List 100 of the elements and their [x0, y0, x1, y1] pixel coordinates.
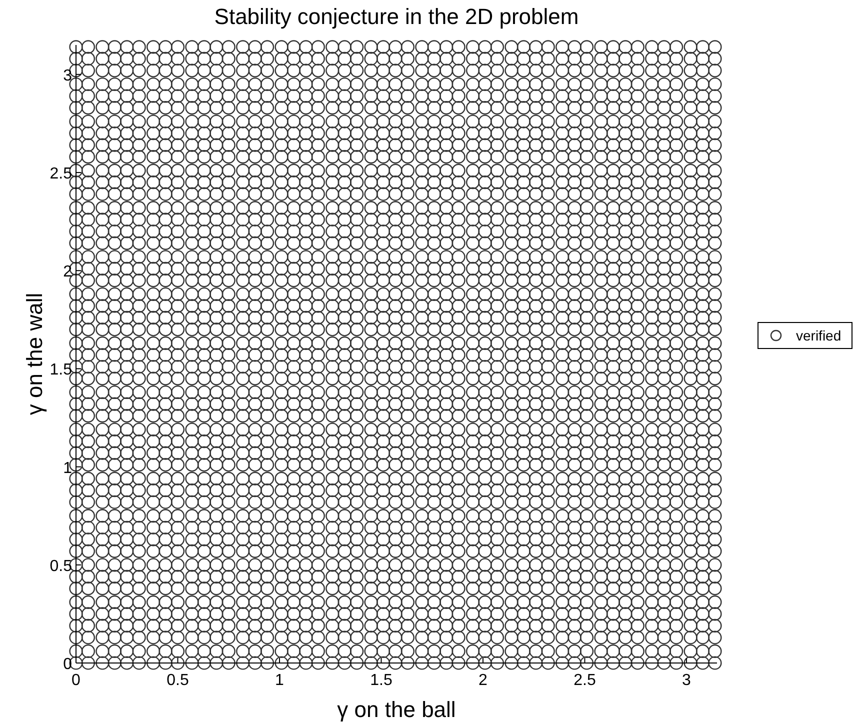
point	[311, 52, 325, 66]
point	[185, 64, 199, 78]
point	[657, 52, 671, 66]
point	[529, 274, 543, 288]
point	[568, 52, 582, 66]
point	[222, 595, 236, 609]
point	[260, 385, 274, 400]
point	[260, 287, 274, 301]
point	[580, 77, 594, 92]
point	[158, 446, 172, 460]
point	[541, 472, 555, 486]
point	[684, 224, 698, 238]
point	[338, 484, 352, 498]
point	[516, 409, 530, 423]
point	[170, 558, 185, 572]
point	[364, 52, 378, 66]
point	[529, 520, 543, 534]
point	[400, 656, 414, 670]
point	[222, 532, 236, 546]
point	[657, 201, 671, 215]
point	[670, 372, 684, 386]
point	[236, 595, 250, 609]
point	[274, 595, 288, 609]
point	[606, 570, 620, 584]
point	[684, 644, 698, 658]
point	[210, 618, 224, 633]
point	[158, 236, 172, 250]
point	[466, 570, 480, 584]
point	[388, 164, 402, 178]
point	[222, 472, 236, 486]
point	[529, 595, 543, 609]
point	[185, 40, 199, 54]
point	[504, 236, 518, 250]
point	[478, 458, 492, 472]
point	[132, 187, 146, 201]
point	[146, 201, 160, 215]
point	[210, 397, 224, 411]
point	[364, 434, 378, 448]
point	[81, 262, 96, 276]
point	[696, 630, 710, 644]
point	[158, 77, 172, 92]
point	[696, 582, 710, 596]
point	[185, 484, 199, 498]
point	[556, 64, 570, 78]
point	[146, 372, 160, 386]
point	[556, 446, 570, 460]
point	[274, 224, 288, 238]
point	[350, 212, 364, 226]
point	[120, 509, 134, 523]
point	[630, 187, 644, 201]
point	[185, 126, 199, 140]
point	[556, 77, 570, 92]
point	[338, 409, 352, 423]
point	[466, 176, 480, 190]
point	[478, 409, 492, 423]
point	[516, 544, 530, 558]
point	[684, 570, 698, 584]
point	[132, 360, 146, 374]
point	[146, 472, 160, 486]
point	[696, 100, 710, 115]
point	[132, 570, 146, 584]
point	[478, 484, 492, 498]
point	[96, 618, 110, 633]
point	[388, 250, 402, 264]
point	[568, 126, 582, 140]
point	[338, 187, 352, 201]
point	[326, 434, 340, 448]
point	[376, 77, 390, 92]
point	[452, 138, 466, 152]
point	[657, 558, 671, 572]
point	[132, 126, 146, 140]
point	[311, 372, 325, 386]
point	[260, 644, 274, 658]
point	[696, 385, 710, 400]
point	[400, 409, 414, 423]
point	[364, 114, 378, 128]
point	[708, 607, 722, 621]
point	[158, 607, 172, 621]
point	[338, 570, 352, 584]
point	[490, 484, 504, 498]
point	[504, 348, 518, 362]
point	[222, 544, 236, 558]
point	[338, 434, 352, 448]
point	[516, 250, 530, 264]
point	[248, 348, 262, 362]
point	[400, 77, 414, 92]
point	[594, 250, 608, 264]
point	[594, 100, 608, 115]
point	[376, 138, 390, 152]
point	[338, 262, 352, 276]
point	[541, 201, 555, 215]
point	[197, 558, 211, 572]
point	[630, 176, 644, 190]
point	[568, 458, 582, 472]
point	[708, 484, 722, 498]
point	[350, 558, 364, 572]
point	[197, 176, 211, 190]
point	[197, 484, 211, 498]
point	[81, 322, 96, 336]
point	[684, 385, 698, 400]
